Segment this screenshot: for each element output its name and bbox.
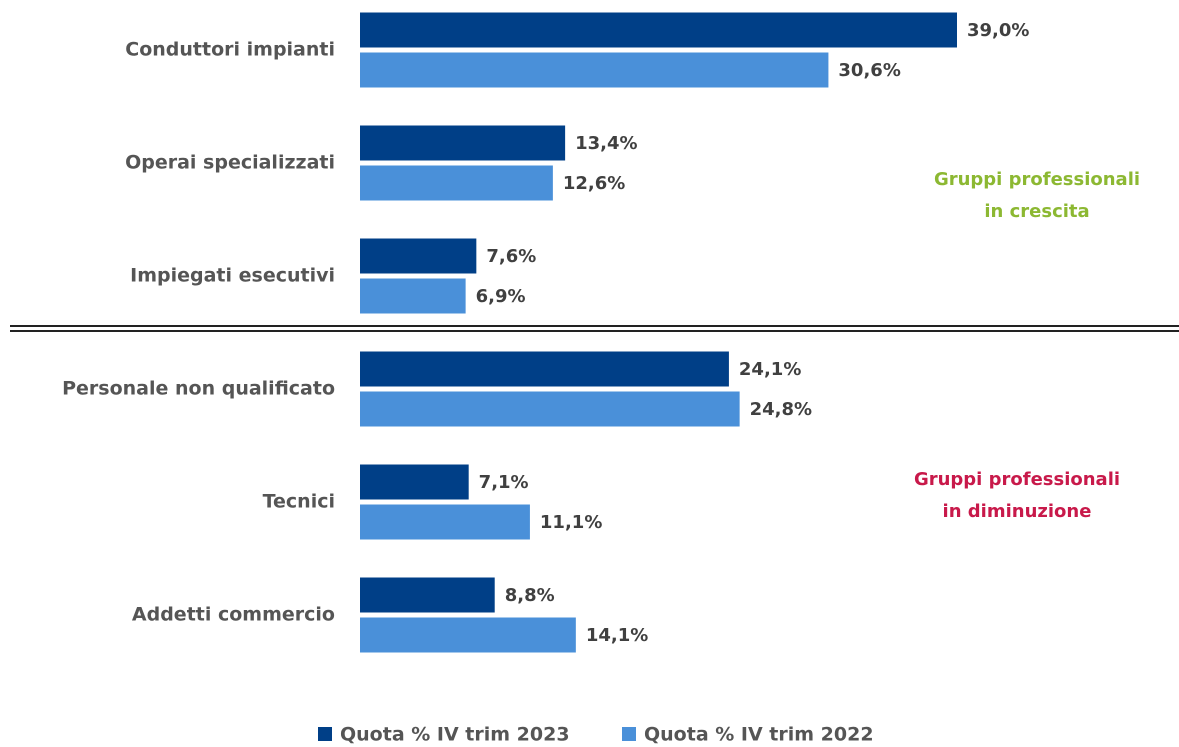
value-label: 12,6% — [563, 173, 625, 194]
value-label: 30,6% — [838, 60, 900, 81]
value-label: 6,9% — [476, 286, 526, 307]
bar — [360, 125, 566, 161]
bar — [360, 278, 466, 314]
value-label: 14,1% — [586, 625, 648, 646]
bar — [360, 165, 553, 201]
bar — [360, 351, 729, 387]
annotation: Gruppi professionali — [934, 169, 1140, 190]
bar — [360, 12, 957, 48]
annotation: Gruppi professionali — [914, 469, 1120, 490]
annotation: in crescita — [984, 201, 1089, 222]
category-label: Addetti commercio — [132, 604, 335, 626]
value-label: 24,1% — [739, 359, 801, 380]
legend-label: Quota % IV trim 2023 — [340, 724, 570, 746]
bar — [360, 617, 576, 653]
value-label: 24,8% — [750, 399, 812, 420]
legend-swatch — [622, 727, 636, 741]
annotation: in diminuzione — [943, 501, 1092, 522]
value-label: 11,1% — [540, 512, 602, 533]
bar — [360, 52, 829, 88]
value-label: 8,8% — [505, 585, 555, 606]
legend-label: Quota % IV trim 2022 — [644, 724, 874, 746]
value-label: 39,0% — [967, 20, 1029, 41]
bar — [360, 577, 495, 613]
value-label: 7,6% — [486, 246, 536, 267]
category-label: Conduttori impianti — [125, 39, 335, 61]
category-label: Impiegati esecutivi — [130, 265, 335, 287]
category-label: Personale non qualificato — [62, 378, 335, 400]
value-label: 7,1% — [479, 472, 529, 493]
bar — [360, 504, 530, 540]
category-label: Operai specializzati — [125, 152, 335, 174]
bar — [360, 464, 469, 500]
bar — [360, 391, 740, 427]
value-label: 13,4% — [575, 133, 637, 154]
bar — [360, 238, 477, 274]
category-label: Tecnici — [263, 491, 335, 513]
legend-swatch — [318, 727, 332, 741]
